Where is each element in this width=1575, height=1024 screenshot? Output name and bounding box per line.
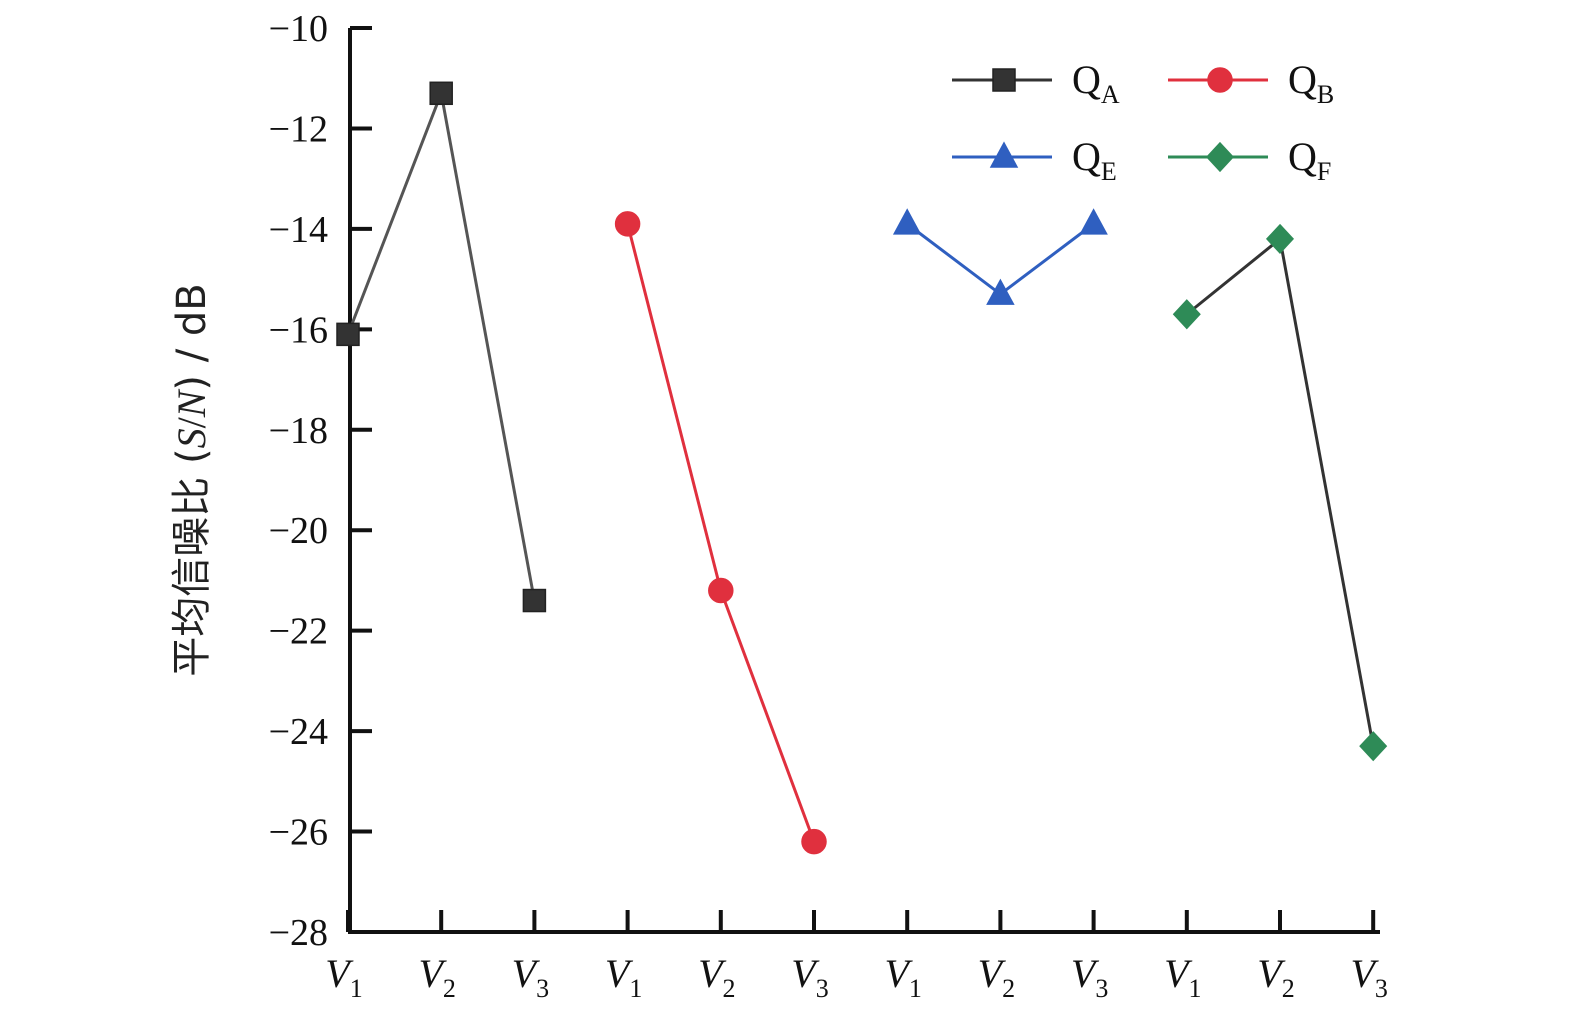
y-tick-label: −22 [269,611,328,653]
x-tick-label: V1 [1164,951,1201,1003]
y-tick-label: −10 [269,8,328,50]
x-tick-label: V3 [1350,951,1387,1003]
x-tick-label-main: V [605,951,634,996]
x-tick-label-main: V [1071,951,1100,996]
legend-label-sub: F [1317,157,1331,186]
data-point [336,322,360,347]
x-tick-label: V3 [1071,951,1108,1003]
x-tick-label: V2 [418,951,455,1003]
x-tick-label-main: V [325,951,354,996]
x-tick-label-sub: 3 [1375,974,1388,1003]
series-a [336,81,547,613]
y-axis-label-slash: / [169,416,214,428]
y-tick-label: −16 [269,309,328,351]
x-tick-label: V2 [978,951,1015,1003]
x-tick-label-sub: 3 [816,974,829,1003]
x-tick-label: V1 [884,951,921,1003]
x-tick-label-main: V [418,951,447,996]
y-ticks: −10 −12 −14 −16 −18 −20 −22 −24 −26 −28 [269,8,372,954]
y-axis-label-prefix: 平均信噪比 ( [169,448,215,676]
data-point [1079,208,1108,235]
axes [348,28,1380,934]
legend-marker [1207,67,1233,93]
x-tick-label-main: V [884,951,913,996]
data-point [708,577,734,604]
legend-label-main: Q [1072,57,1101,102]
x-tick-label: V1 [605,951,642,1003]
legend-label-main: Q [1072,134,1101,179]
legend-marker [989,141,1019,168]
x-tick-label-sub: 2 [1282,974,1295,1003]
y-axis-label-s: S [169,428,214,448]
legend-label: QF [1288,134,1331,186]
x-ticks: V1 V2 V3 V1 V2 V3 V1 V2 V3 V1 V2 V3 [325,910,1388,1003]
x-tick-label-main: V [1350,951,1379,996]
series-line-b [626,223,816,843]
y-tick-label: −14 [269,209,328,251]
y-tick-label: −18 [269,410,328,452]
x-tick-label-main: V [1164,951,1193,996]
x-tick-label: V3 [791,951,828,1003]
x-tick-label-main: V [978,951,1007,996]
legend-entry-b: QB [1168,57,1334,109]
y-axis-label: 平均信噪比 (S/N) / dB [169,283,215,676]
y-axis-label-suffix: ) / dB [169,283,215,390]
data-point [1359,731,1388,762]
series-e [892,208,1108,305]
legend-label-main: Q [1288,134,1317,179]
x-tick-label-sub: 3 [1095,974,1108,1003]
y-tick-label: −24 [269,711,328,753]
x-tick-label-main: V [512,951,541,996]
y-tick-label: −12 [269,108,328,150]
x-tick-label: V2 [698,951,735,1003]
data-point [1265,223,1295,255]
legend-label: QA [1072,57,1120,109]
legend-entry-f: QF [1168,134,1331,186]
legend-entry-e: QE [952,134,1117,186]
data-point [522,588,547,613]
legend-marker [992,68,1016,92]
data-point [986,278,1015,305]
x-tick-label-main: V [1257,951,1286,996]
x-tick-label-sub: 1 [1189,974,1202,1003]
y-tick-label: −20 [269,510,328,552]
legend-label-sub: A [1101,80,1120,109]
series-line-f [1185,236,1375,747]
legend-label-main: Q [1288,57,1317,102]
y-tick-label: −28 [269,912,328,954]
data-point [429,81,453,106]
series-b [614,211,827,855]
legend-label-sub: B [1317,80,1334,109]
legend-marker [1205,141,1235,173]
x-tick-label-sub: 2 [1002,974,1015,1003]
series-f [1172,223,1388,762]
x-tick-label-sub: 2 [443,974,456,1003]
data-point [801,828,827,855]
legend-label: QE [1072,134,1117,186]
legend-entry-a: QA [952,57,1120,109]
x-tick-label-sub: 1 [629,974,642,1003]
x-tick-label: V3 [512,951,549,1003]
legend-label-sub: E [1101,157,1117,186]
x-tick-label-sub: 2 [723,974,736,1003]
x-tick-label-main: V [791,951,820,996]
data-point [892,208,922,235]
x-tick-label-main: V [698,951,727,996]
x-tick-label: V2 [1257,951,1294,1003]
data-point [1172,299,1201,330]
x-tick-label: V1 [325,951,362,1003]
x-tick-label-sub: 3 [536,974,549,1003]
data-point [614,211,641,237]
series-line-a [346,87,536,601]
series-layer [336,81,1388,855]
y-tick-label: −26 [269,812,328,854]
legend-label: QB [1288,57,1334,109]
x-tick-label-sub: 1 [350,974,363,1003]
y-axis-label-n: N [169,388,214,418]
x-tick-label-sub: 1 [909,974,922,1003]
